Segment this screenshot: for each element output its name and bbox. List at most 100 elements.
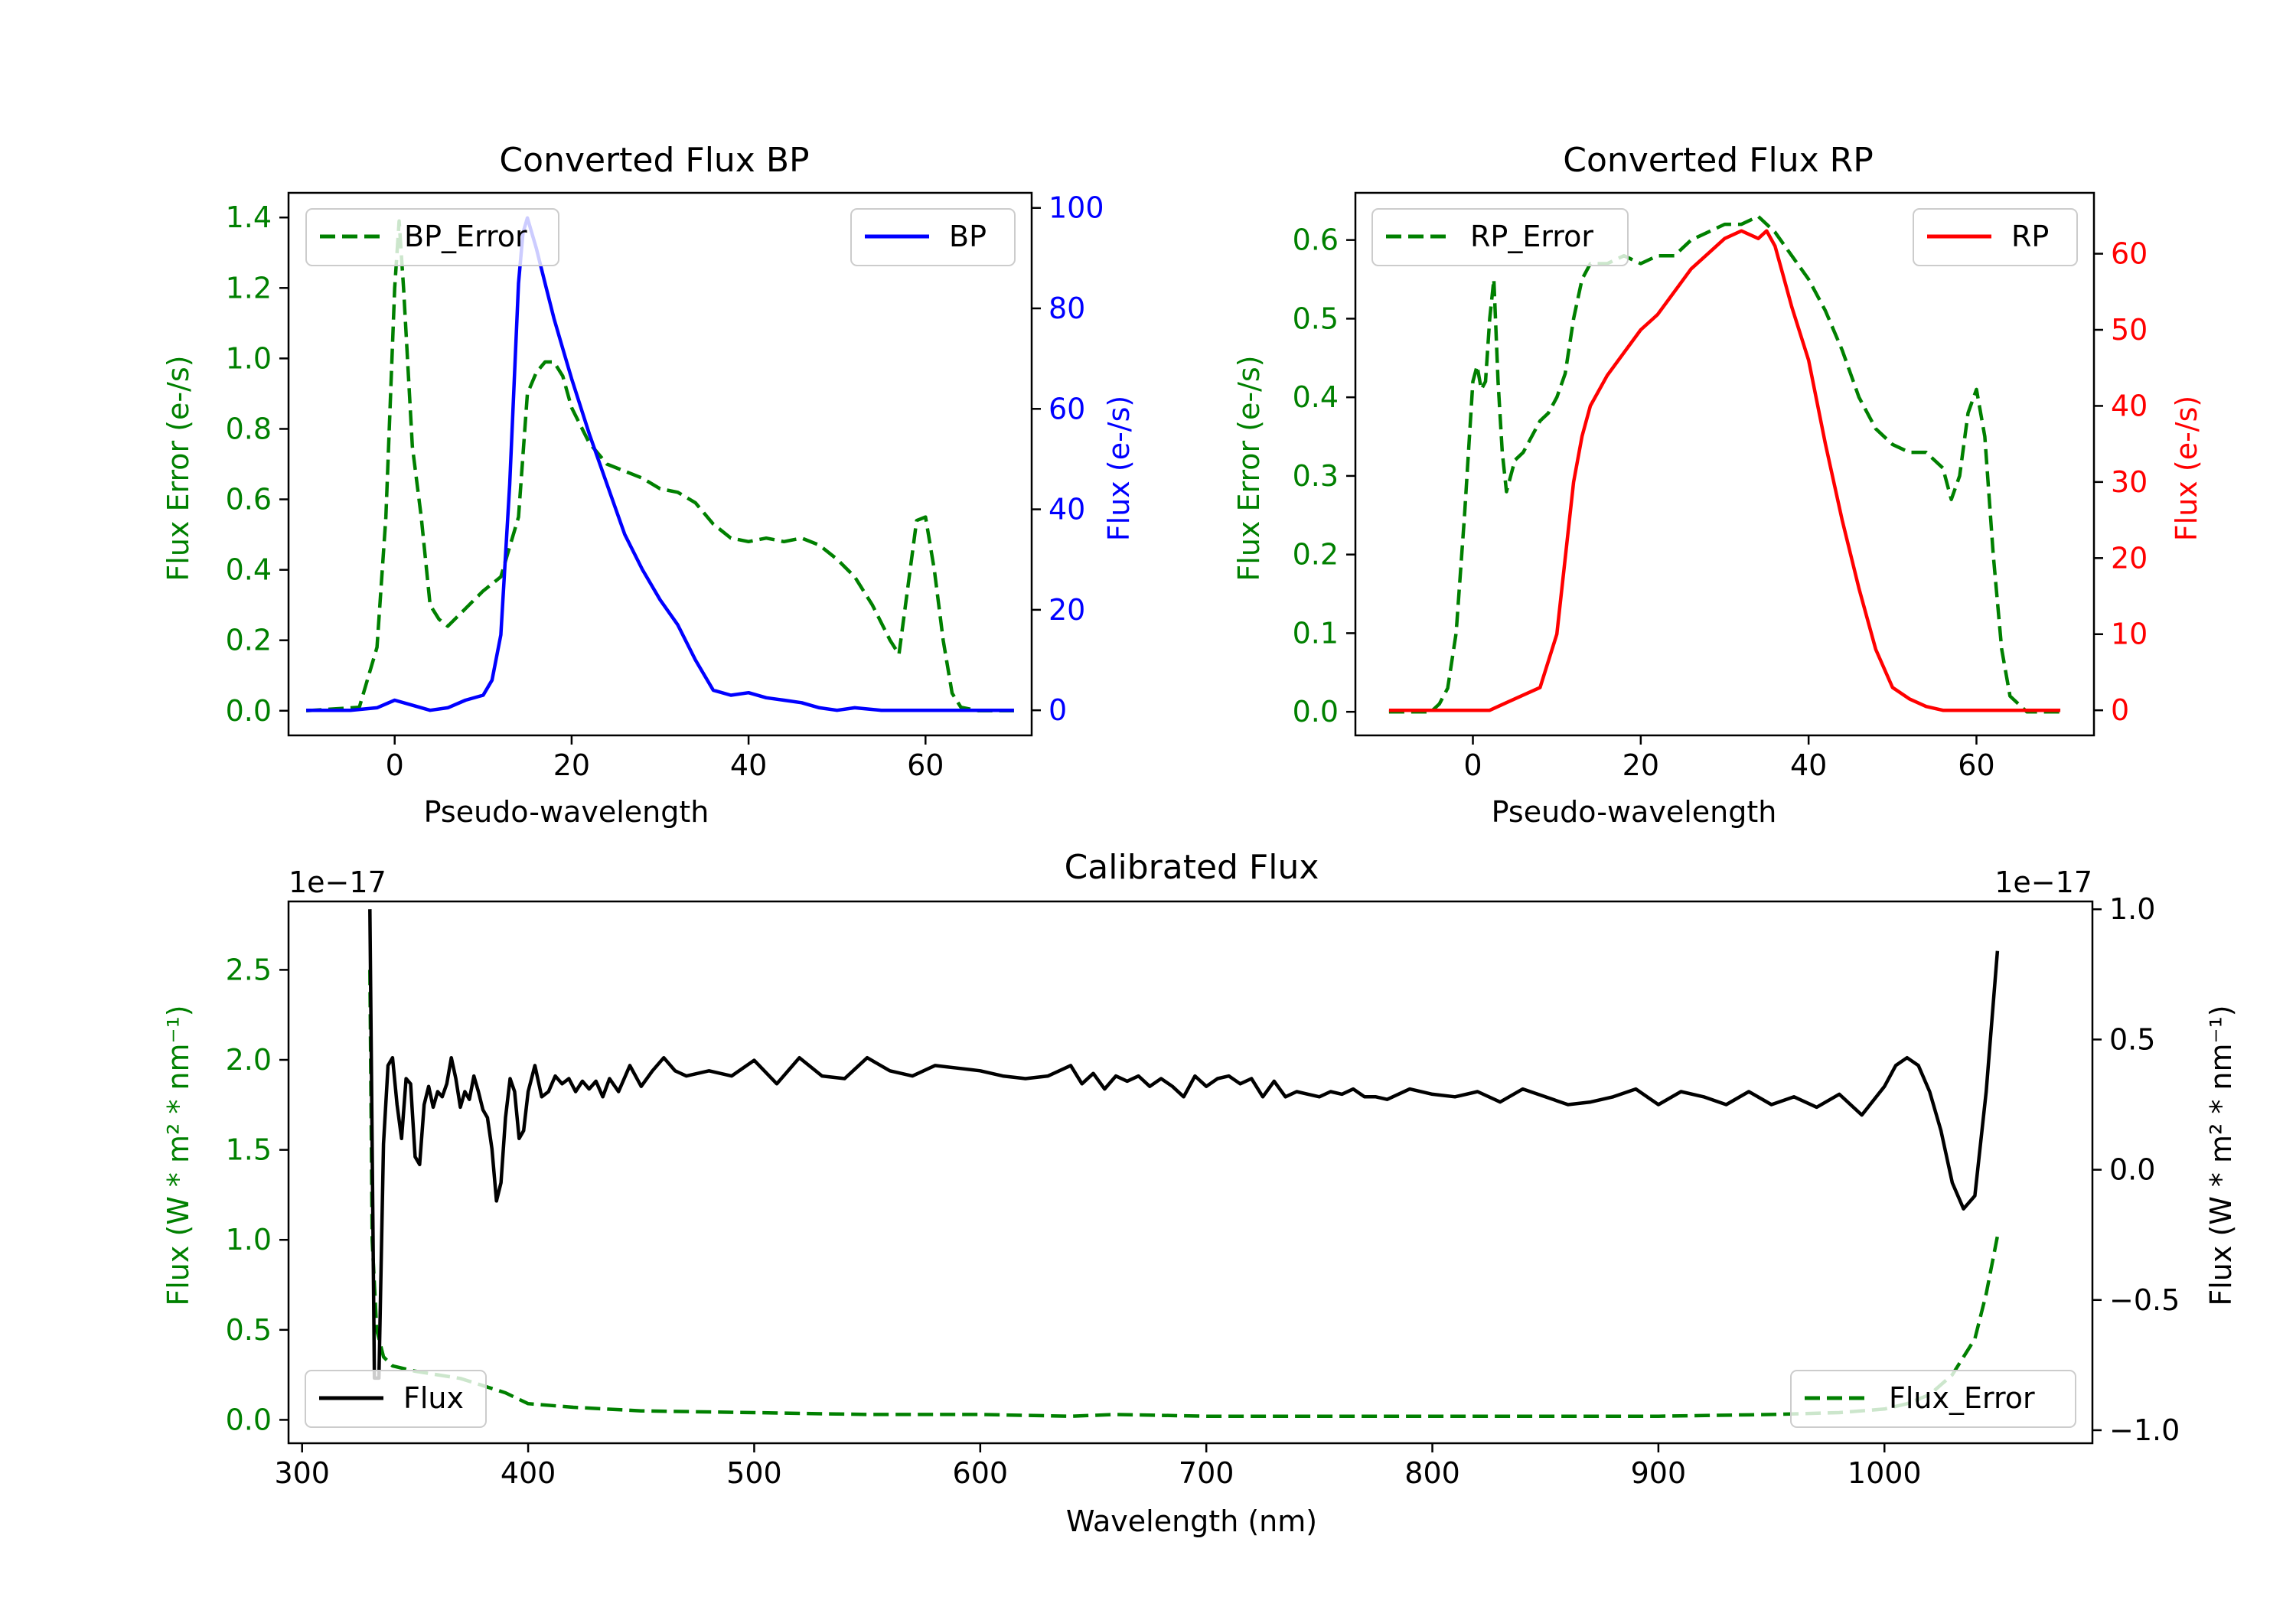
panel-rp-xlabel: Pseudo-wavelength — [1492, 795, 1777, 829]
right-y-tick-label: 0.5 — [2109, 1022, 2155, 1056]
legend-box — [1790, 1370, 2076, 1428]
series-rp-line — [1388, 229, 2061, 712]
series-rp-error-line — [1388, 214, 2061, 714]
legend-label: RP_Error — [1470, 220, 1593, 253]
panel-calibrated-left-ylabel: Flux (W * m² * nm⁻¹) — [161, 1005, 195, 1305]
left-y-tick-label: 0.5 — [1293, 302, 1339, 335]
x-tick-label: 400 — [501, 1456, 556, 1490]
panel-rp-legend-flux: RP — [1913, 208, 2078, 266]
left-y-tick-label: 0.4 — [226, 553, 272, 587]
left-y-tick-label: 1.2 — [226, 271, 272, 305]
panel-rp-x-ticks: 0 20 40 60 — [1463, 735, 1995, 782]
left-y-tick-label: 0.5 — [226, 1313, 272, 1347]
panel-bp: Converted Flux BP Pseudo-wavelength Flux… — [161, 141, 1136, 829]
x-tick-label: 40 — [730, 748, 767, 782]
panel-calibrated-legend-error: Flux_Error — [1790, 1370, 2076, 1428]
x-tick-label: 40 — [1790, 748, 1827, 782]
legend-label: BP — [949, 220, 987, 253]
x-tick-label: 20 — [1623, 748, 1659, 782]
panel-bp-frame — [287, 191, 1033, 737]
left-y-tick-label: 0.1 — [1293, 616, 1339, 650]
left-y-tick-label: 0.0 — [226, 1403, 272, 1436]
legend-box — [850, 208, 1016, 266]
x-tick-label: 600 — [953, 1456, 1009, 1490]
left-y-tick-label: 0.2 — [226, 624, 272, 657]
x-tick-label: 800 — [1404, 1456, 1460, 1490]
left-y-tick-label: 2.5 — [226, 953, 272, 986]
left-y-tick-label: 1.0 — [226, 341, 272, 375]
x-tick-label: 300 — [274, 1456, 330, 1490]
panel-bp-title: Converted Flux BP — [499, 141, 809, 180]
panel-rp-frame — [1354, 191, 2095, 737]
left-y-tick-label: 0.6 — [226, 483, 272, 517]
panel-calibrated-right-ticks: −1.0 −0.5 0.0 0.5 1.0 — [2092, 892, 2180, 1447]
panel-bp-xlabel: Pseudo-wavelength — [424, 795, 709, 829]
right-y-tick-label: 20 — [1049, 593, 1085, 627]
x-tick-label: 1000 — [1848, 1456, 1922, 1490]
panel-rp: Converted Flux RP Pseudo-wavelength Flux… — [1232, 141, 2203, 829]
left-y-tick-label: 0.0 — [1293, 695, 1339, 729]
panel-bp-legend-error: BP_Error — [305, 208, 559, 266]
right-y-tick-label: 1.0 — [2109, 892, 2155, 926]
panel-bp-x-ticks: 0 20 40 60 — [386, 735, 944, 782]
x-tick-label: 700 — [1179, 1456, 1234, 1490]
left-y-tick-label: 1.0 — [226, 1223, 272, 1257]
panel-calibrated-right-ylabel: Flux (W * m² * nm⁻¹) — [2204, 1005, 2238, 1305]
panel-calibrated-left-ticks: 0.0 0.5 1.0 1.5 2.0 2.5 — [226, 953, 289, 1436]
right-y-tick-label: 0.0 — [2109, 1153, 2155, 1187]
panel-calibrated-title: Calibrated Flux — [1065, 848, 1319, 887]
legend-box — [305, 1370, 487, 1428]
panel-calibrated-x-ticks: 300 400 500 600 700 800 900 1000 — [274, 1443, 1922, 1490]
x-tick-label: 500 — [726, 1456, 782, 1490]
right-y-tick-label: 80 — [1049, 292, 1085, 325]
left-y-tick-label: 0.8 — [226, 412, 272, 445]
legend-label: Flux_Error — [1889, 1381, 2035, 1415]
legend-label: BP_Error — [404, 220, 527, 253]
panel-calibrated: Calibrated Flux Wavelength (nm) 1e−17 1e… — [161, 848, 2238, 1538]
legend-label: RP — [2011, 220, 2049, 253]
panel-calibrated-legend-flux: Flux — [305, 1370, 487, 1428]
series-bp-error-line — [305, 219, 1014, 713]
right-y-tick-label: −1.0 — [2109, 1413, 2180, 1447]
right-y-tick-label: 10 — [2111, 618, 2148, 651]
legend-box — [1913, 208, 2078, 266]
x-tick-label: 60 — [907, 748, 944, 782]
panel-bp-right-ylabel: Flux (e-/s) — [1102, 396, 1136, 541]
right-y-tick-label: −0.5 — [2109, 1283, 2180, 1317]
left-y-tick-label: 0.3 — [1293, 459, 1339, 493]
panel-bp-plot — [305, 216, 1014, 713]
x-tick-label: 900 — [1631, 1456, 1687, 1490]
legend-box — [1371, 208, 1629, 266]
panel-bp-right-ticks: 0 20 40 60 80 100 — [1032, 191, 1104, 727]
left-y-tick-label: 2.0 — [226, 1043, 272, 1077]
legend-label: Flux — [403, 1381, 464, 1415]
panel-calibrated-left-offset-text: 1e−17 — [289, 865, 386, 899]
right-y-tick-label: 40 — [2111, 389, 2148, 422]
right-y-tick-label: 30 — [2111, 465, 2148, 499]
series-flux-line — [368, 909, 2000, 1380]
panel-calibrated-frame — [287, 900, 2094, 1445]
panel-rp-legend-error: RP_Error — [1371, 208, 1629, 266]
x-tick-label: 0 — [1463, 748, 1482, 782]
x-tick-label: 60 — [1958, 748, 1994, 782]
panel-rp-right-ticks: 0 10 20 30 40 50 60 — [2094, 237, 2148, 727]
left-y-tick-label: 1.4 — [226, 200, 272, 234]
panel-bp-left-ylabel: Flux Error (e-/s) — [161, 355, 195, 581]
right-y-tick-label: 0 — [2111, 693, 2129, 727]
panel-calibrated-xlabel: Wavelength (nm) — [1066, 1504, 1317, 1538]
panel-rp-right-ylabel: Flux (e-/s) — [2170, 396, 2203, 541]
right-y-tick-label: 50 — [2111, 313, 2148, 347]
panel-rp-plot — [1388, 214, 2061, 714]
series-bp-line — [306, 216, 1014, 712]
panel-bp-left-ticks: 0.0 0.2 0.4 0.6 0.8 1.0 1.2 1.4 — [226, 200, 289, 728]
right-y-tick-label: 40 — [1049, 493, 1085, 526]
left-y-tick-label: 0.0 — [226, 694, 272, 728]
right-y-tick-label: 60 — [2111, 237, 2148, 271]
left-y-tick-label: 0.2 — [1293, 538, 1339, 572]
right-y-tick-label: 100 — [1049, 191, 1104, 225]
right-y-tick-label: 60 — [1049, 392, 1085, 425]
left-y-tick-label: 0.6 — [1293, 223, 1339, 257]
left-y-tick-label: 0.4 — [1293, 380, 1339, 414]
